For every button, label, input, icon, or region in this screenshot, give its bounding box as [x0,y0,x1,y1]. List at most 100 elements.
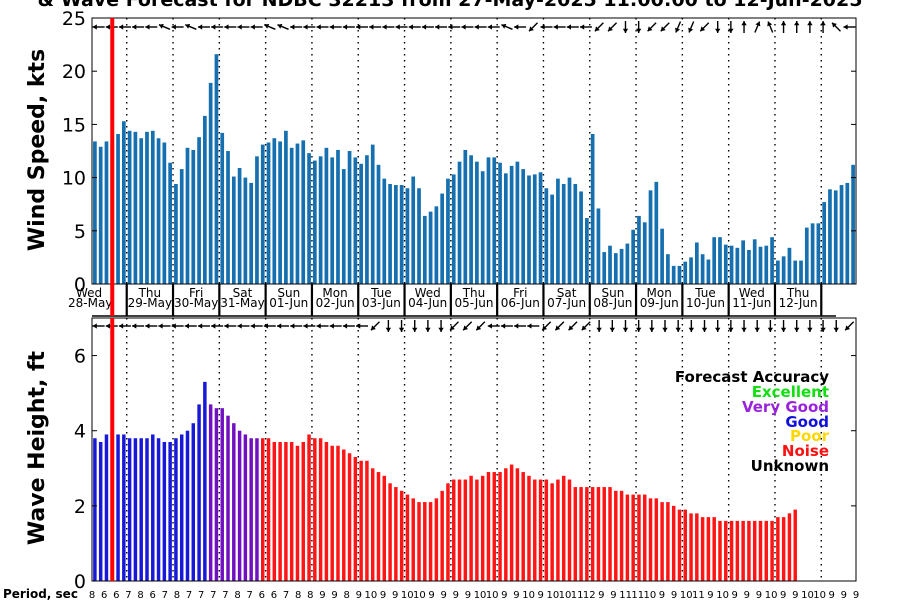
wind-bar [284,130,288,284]
wind-bar [538,172,543,284]
wind-bar [330,157,335,284]
period-value: 9 [440,590,446,600]
arrow-head [370,325,376,331]
wave-bar [133,438,138,581]
wind-bar [642,222,647,284]
wave-bar [573,487,578,581]
wind-bar [845,182,850,284]
wave-direction-arrow [500,323,513,329]
wind-bar [527,175,531,284]
chart-title: & Wave Forecast for NDBC 32213 from 27-M… [38,0,863,11]
day-name-label: Sun [601,286,624,300]
wave-bar [289,441,294,581]
wind-bar [457,161,462,284]
wind-direction-arrow [197,24,210,30]
arrow-head [647,26,653,32]
wind-direction-arrow [171,24,184,30]
arrow-head [555,325,561,331]
period-value: 11 [631,590,644,600]
wave-bar [318,438,323,581]
wind-bar [399,185,404,284]
wind-bar [660,228,664,284]
arrow-head [474,24,479,30]
wind-bar [312,160,317,284]
period-value: 10 [401,590,414,600]
wave-direction-arrows [92,320,855,332]
wave-bar [614,490,618,581]
period-value: 10 [643,590,656,600]
arrow-head [501,23,507,29]
wind-bar [833,190,838,284]
wind-direction-arrow [132,24,145,30]
wind-bar [567,177,572,284]
arrow-head [92,323,97,329]
wave-bar [388,483,392,581]
wind-bars [93,54,855,285]
wave-direction-arrow [596,320,602,332]
wave-bar [718,520,722,581]
wind-direction-arrow [264,23,276,30]
period-value: 9 [380,590,386,600]
wind-bar [307,153,311,284]
arrow-head [715,28,721,33]
date-label: 05-Jun [454,296,493,310]
arrow-head [461,24,466,30]
wave-bar [174,438,178,581]
arrow-head [568,325,574,331]
arrow-head [608,26,613,32]
arrow-head [845,325,851,331]
wave-bar [764,520,769,581]
wave-bar [440,490,444,581]
arrow-head [264,23,270,29]
wave-bar [631,494,635,581]
arrow-head [487,24,492,30]
wind-bar [417,188,421,284]
arrow-head [211,24,216,30]
wind-bar [729,245,734,284]
wave-bar [249,438,253,581]
wind-bar [619,248,624,284]
wave-direction-arrow [385,320,392,332]
wave-direction-arrow [662,320,668,332]
date-label: 12-Jun [779,296,818,310]
wind-direction-arrow [474,24,487,30]
arrow-head [263,323,269,329]
wave-y-tick-label: 0 [74,571,86,593]
wind-direction-arrow [435,24,448,30]
wind-direction-arrow [540,24,553,30]
period-value: 8 [174,590,180,600]
wind-direction-arrow [807,21,813,33]
arrow-head [382,24,387,30]
wave-bar [724,520,728,581]
wave-direction-arrow [568,321,578,331]
wind-bar [98,146,103,284]
wave-plot-frame [91,317,857,582]
arrow-head [224,24,229,30]
wave-direction-arrow [844,321,855,331]
wave-direction-arrow [741,320,747,332]
arrow-head [421,24,427,30]
period-value: 8 [89,590,95,600]
wave-bar [747,520,751,581]
wave-bar [156,438,161,581]
period-value: 10 [559,590,572,600]
period-value: 10 [365,590,378,600]
wind-bar [764,245,769,284]
period-value: 10 [522,590,535,600]
wind-direction-arrow [92,24,105,30]
arrow-head [700,26,706,32]
arrow-head [780,327,787,332]
wind-bar [480,171,485,284]
arrow-head [449,325,455,331]
wind-bar [550,194,554,284]
wind-bar [816,223,821,284]
wave-bar [272,441,277,581]
wind-bar [475,161,479,284]
arrow-head [843,24,848,30]
wind-direction-arrow [594,22,604,32]
wave-bar [475,479,479,581]
wind-bar [694,242,699,284]
wave-bar [127,438,132,581]
wind-direction-arrow [395,24,408,30]
wind-bar [492,157,497,284]
